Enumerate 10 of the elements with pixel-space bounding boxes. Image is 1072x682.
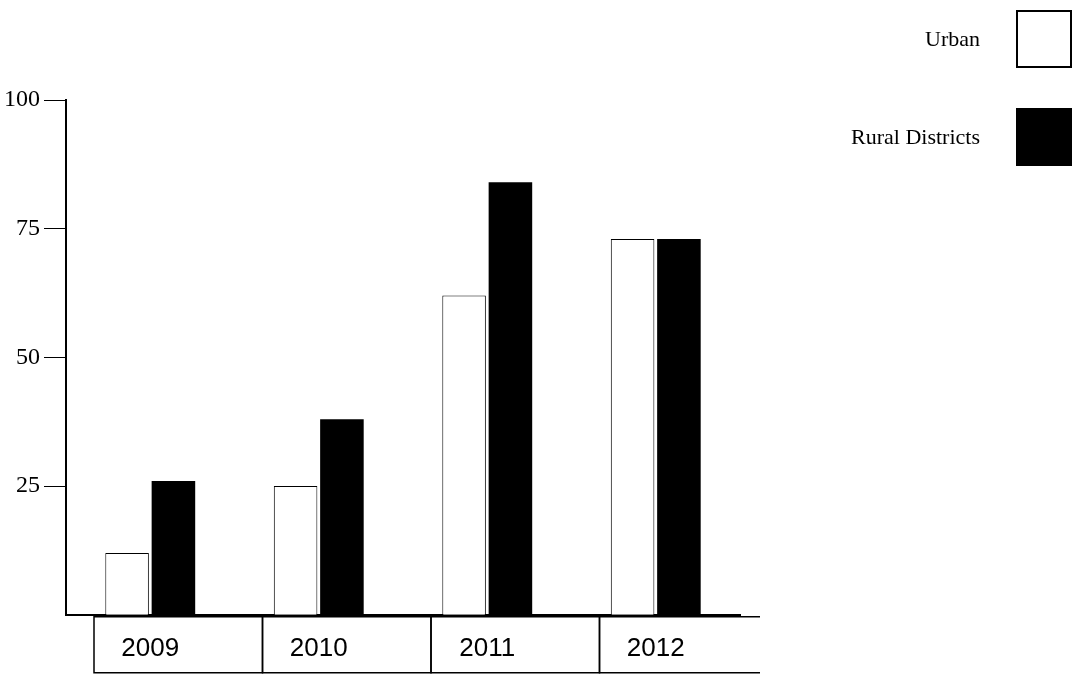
x-tick-label: 2009 bbox=[121, 631, 180, 662]
x-tick-label: 2010 bbox=[289, 631, 348, 662]
y-tick-label: 100 bbox=[4, 85, 40, 112]
text: Urban bbox=[925, 26, 980, 52]
y-tick-label: 50 bbox=[16, 342, 40, 369]
text: Rural Districts bbox=[851, 124, 980, 150]
y-tick-label: 75 bbox=[16, 214, 40, 240]
x-tick-label: 2011 bbox=[459, 631, 516, 662]
x-tick-label: 2012 bbox=[626, 631, 685, 662]
y-tick-label: 25 bbox=[16, 471, 40, 498]
